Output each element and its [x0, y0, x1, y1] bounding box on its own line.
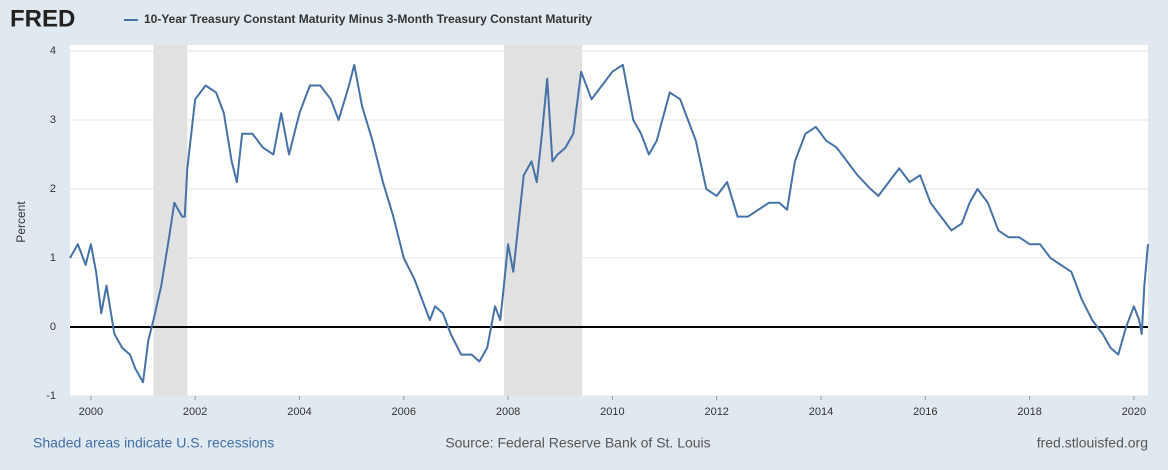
recession-band: [153, 45, 188, 396]
x-tick-label: 2008: [496, 406, 520, 418]
x-tick-label: 2018: [1017, 406, 1041, 418]
y-tick-label: -1: [46, 390, 56, 402]
y-tick-label: 0: [50, 321, 56, 333]
x-tick-label: 2006: [392, 406, 416, 418]
logo: FRED: [10, 5, 75, 32]
legend-label: 10-Year Treasury Constant Maturity Minus…: [144, 12, 592, 26]
recession-note: Shaded areas indicate U.S. recessions: [33, 435, 274, 451]
x-tick-label: 2010: [600, 406, 624, 418]
plot-area: [70, 45, 1148, 396]
x-tick-label: 2014: [809, 406, 833, 418]
y-axis-label: Percent: [14, 201, 28, 243]
x-tick-label: 2002: [183, 406, 207, 418]
x-tick-label: 2000: [79, 406, 103, 418]
y-tick-label: 3: [50, 114, 56, 126]
x-tick-label: 2020: [1122, 406, 1146, 418]
source: Source: Federal Reserve Bank of St. Loui…: [445, 435, 710, 451]
series-line: [69, 63, 1149, 384]
url: fred.stlouisfed.org: [1037, 435, 1148, 451]
x-tick-label: 2004: [287, 406, 311, 418]
y-tick-label: 1: [50, 252, 56, 264]
x-tick-label: 2016: [913, 406, 937, 418]
x-tick-label: 2012: [704, 406, 728, 418]
y-tick-label: 2: [50, 183, 56, 195]
y-tick-label: 4: [50, 45, 56, 57]
recession-band: [503, 45, 583, 396]
